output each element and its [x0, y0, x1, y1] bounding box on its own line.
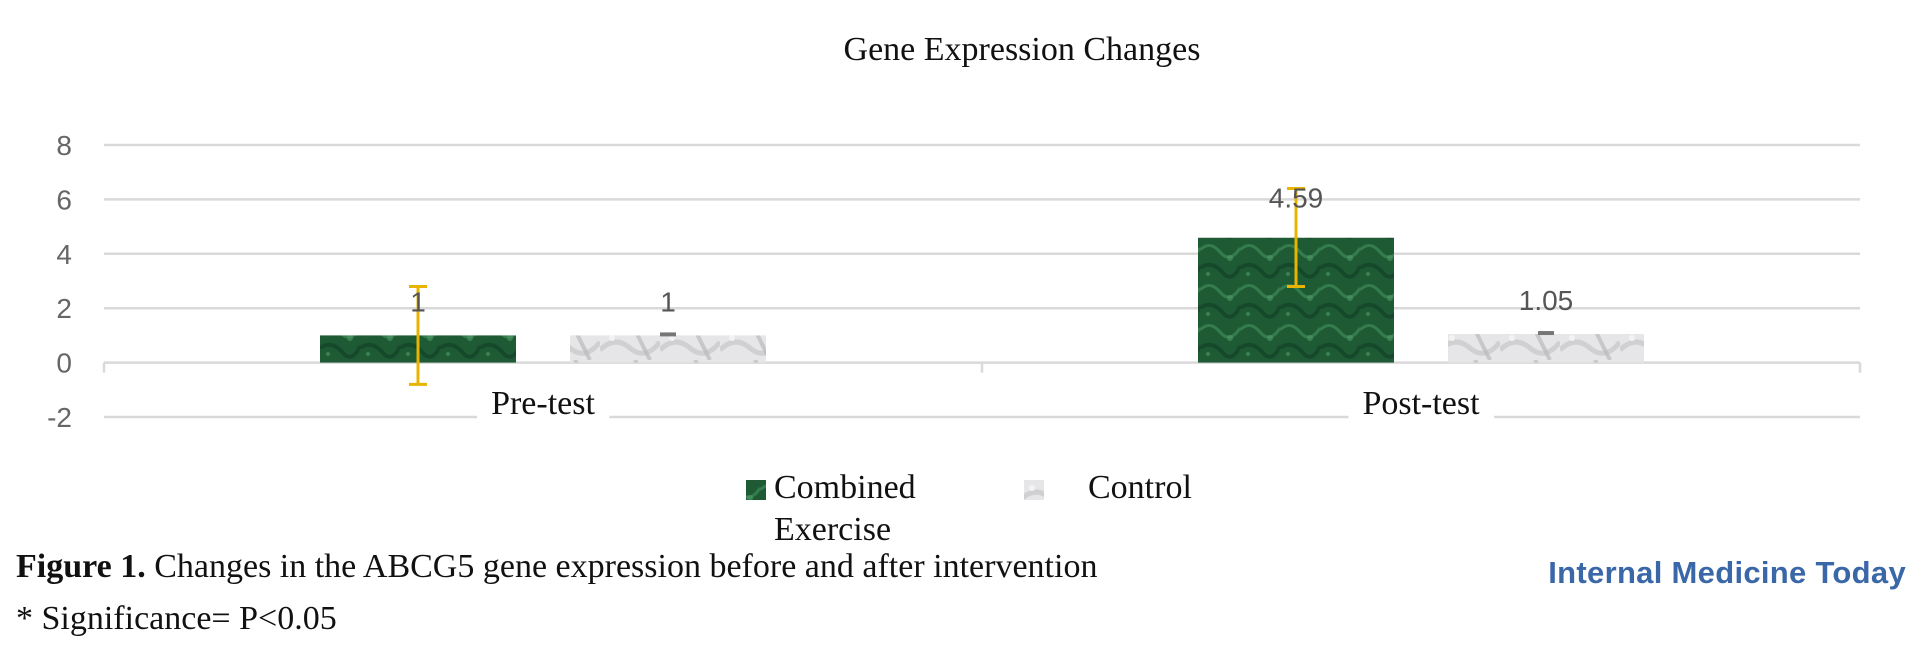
- bars: [320, 237, 1644, 363]
- y-tick-label: -2: [47, 402, 72, 433]
- figure-caption-label: Figure 1.: [16, 548, 146, 585]
- data-label: 1.05: [1519, 285, 1574, 316]
- data-labels: 1 1 4.59 1.05: [410, 182, 1573, 317]
- category-label-background: [477, 383, 610, 426]
- significance-note: * Significance= P<0.05: [16, 600, 337, 637]
- y-axis-ticks: 8 6 4 2 0 -2: [47, 130, 72, 433]
- data-label: 1: [660, 286, 676, 317]
- category-label-background: [1348, 383, 1495, 426]
- category-label: Pre-test: [491, 385, 595, 422]
- category-label: Post-test: [1362, 385, 1480, 422]
- error-bars: [409, 187, 1554, 386]
- figure-caption-text: Changes in the ABCG5 gene expression bef…: [145, 548, 1098, 585]
- legend: Combined Exercise Control: [746, 469, 1192, 548]
- legend-label-control: Control: [1088, 469, 1192, 506]
- legend-swatch-combined: [746, 480, 766, 500]
- x-axis: [102, 362, 1862, 373]
- data-label: 1: [410, 286, 426, 317]
- y-tick-label: 6: [56, 184, 72, 215]
- data-label: 4.59: [1269, 182, 1324, 213]
- legend-swatch-control: [1024, 480, 1044, 500]
- bar-chart: Gene Expression Changes 8 6 4 2 0 -2 1 1 4.59 1.…: [47, 31, 1862, 548]
- y-tick-label: 8: [56, 130, 72, 161]
- y-tick-label: 2: [56, 293, 72, 324]
- legend-label-combined-line1: Combined: [774, 469, 916, 506]
- figure-caption: Figure 1. Changes in the ABCG5 gene expr…: [16, 548, 1097, 586]
- bar-control: [570, 335, 766, 363]
- journal-brand-logo: Internal Medicine Today: [1548, 555, 1906, 590]
- bar-control: [1448, 334, 1644, 363]
- y-tick-label: 4: [56, 239, 72, 270]
- gridlines: [104, 143, 1860, 419]
- chart-title: Gene Expression Changes: [844, 31, 1201, 68]
- legend-label-combined-line2: Exercise: [774, 511, 891, 548]
- category-labels: Pre-test Post-test: [477, 383, 1495, 426]
- y-tick-label: 0: [56, 348, 72, 379]
